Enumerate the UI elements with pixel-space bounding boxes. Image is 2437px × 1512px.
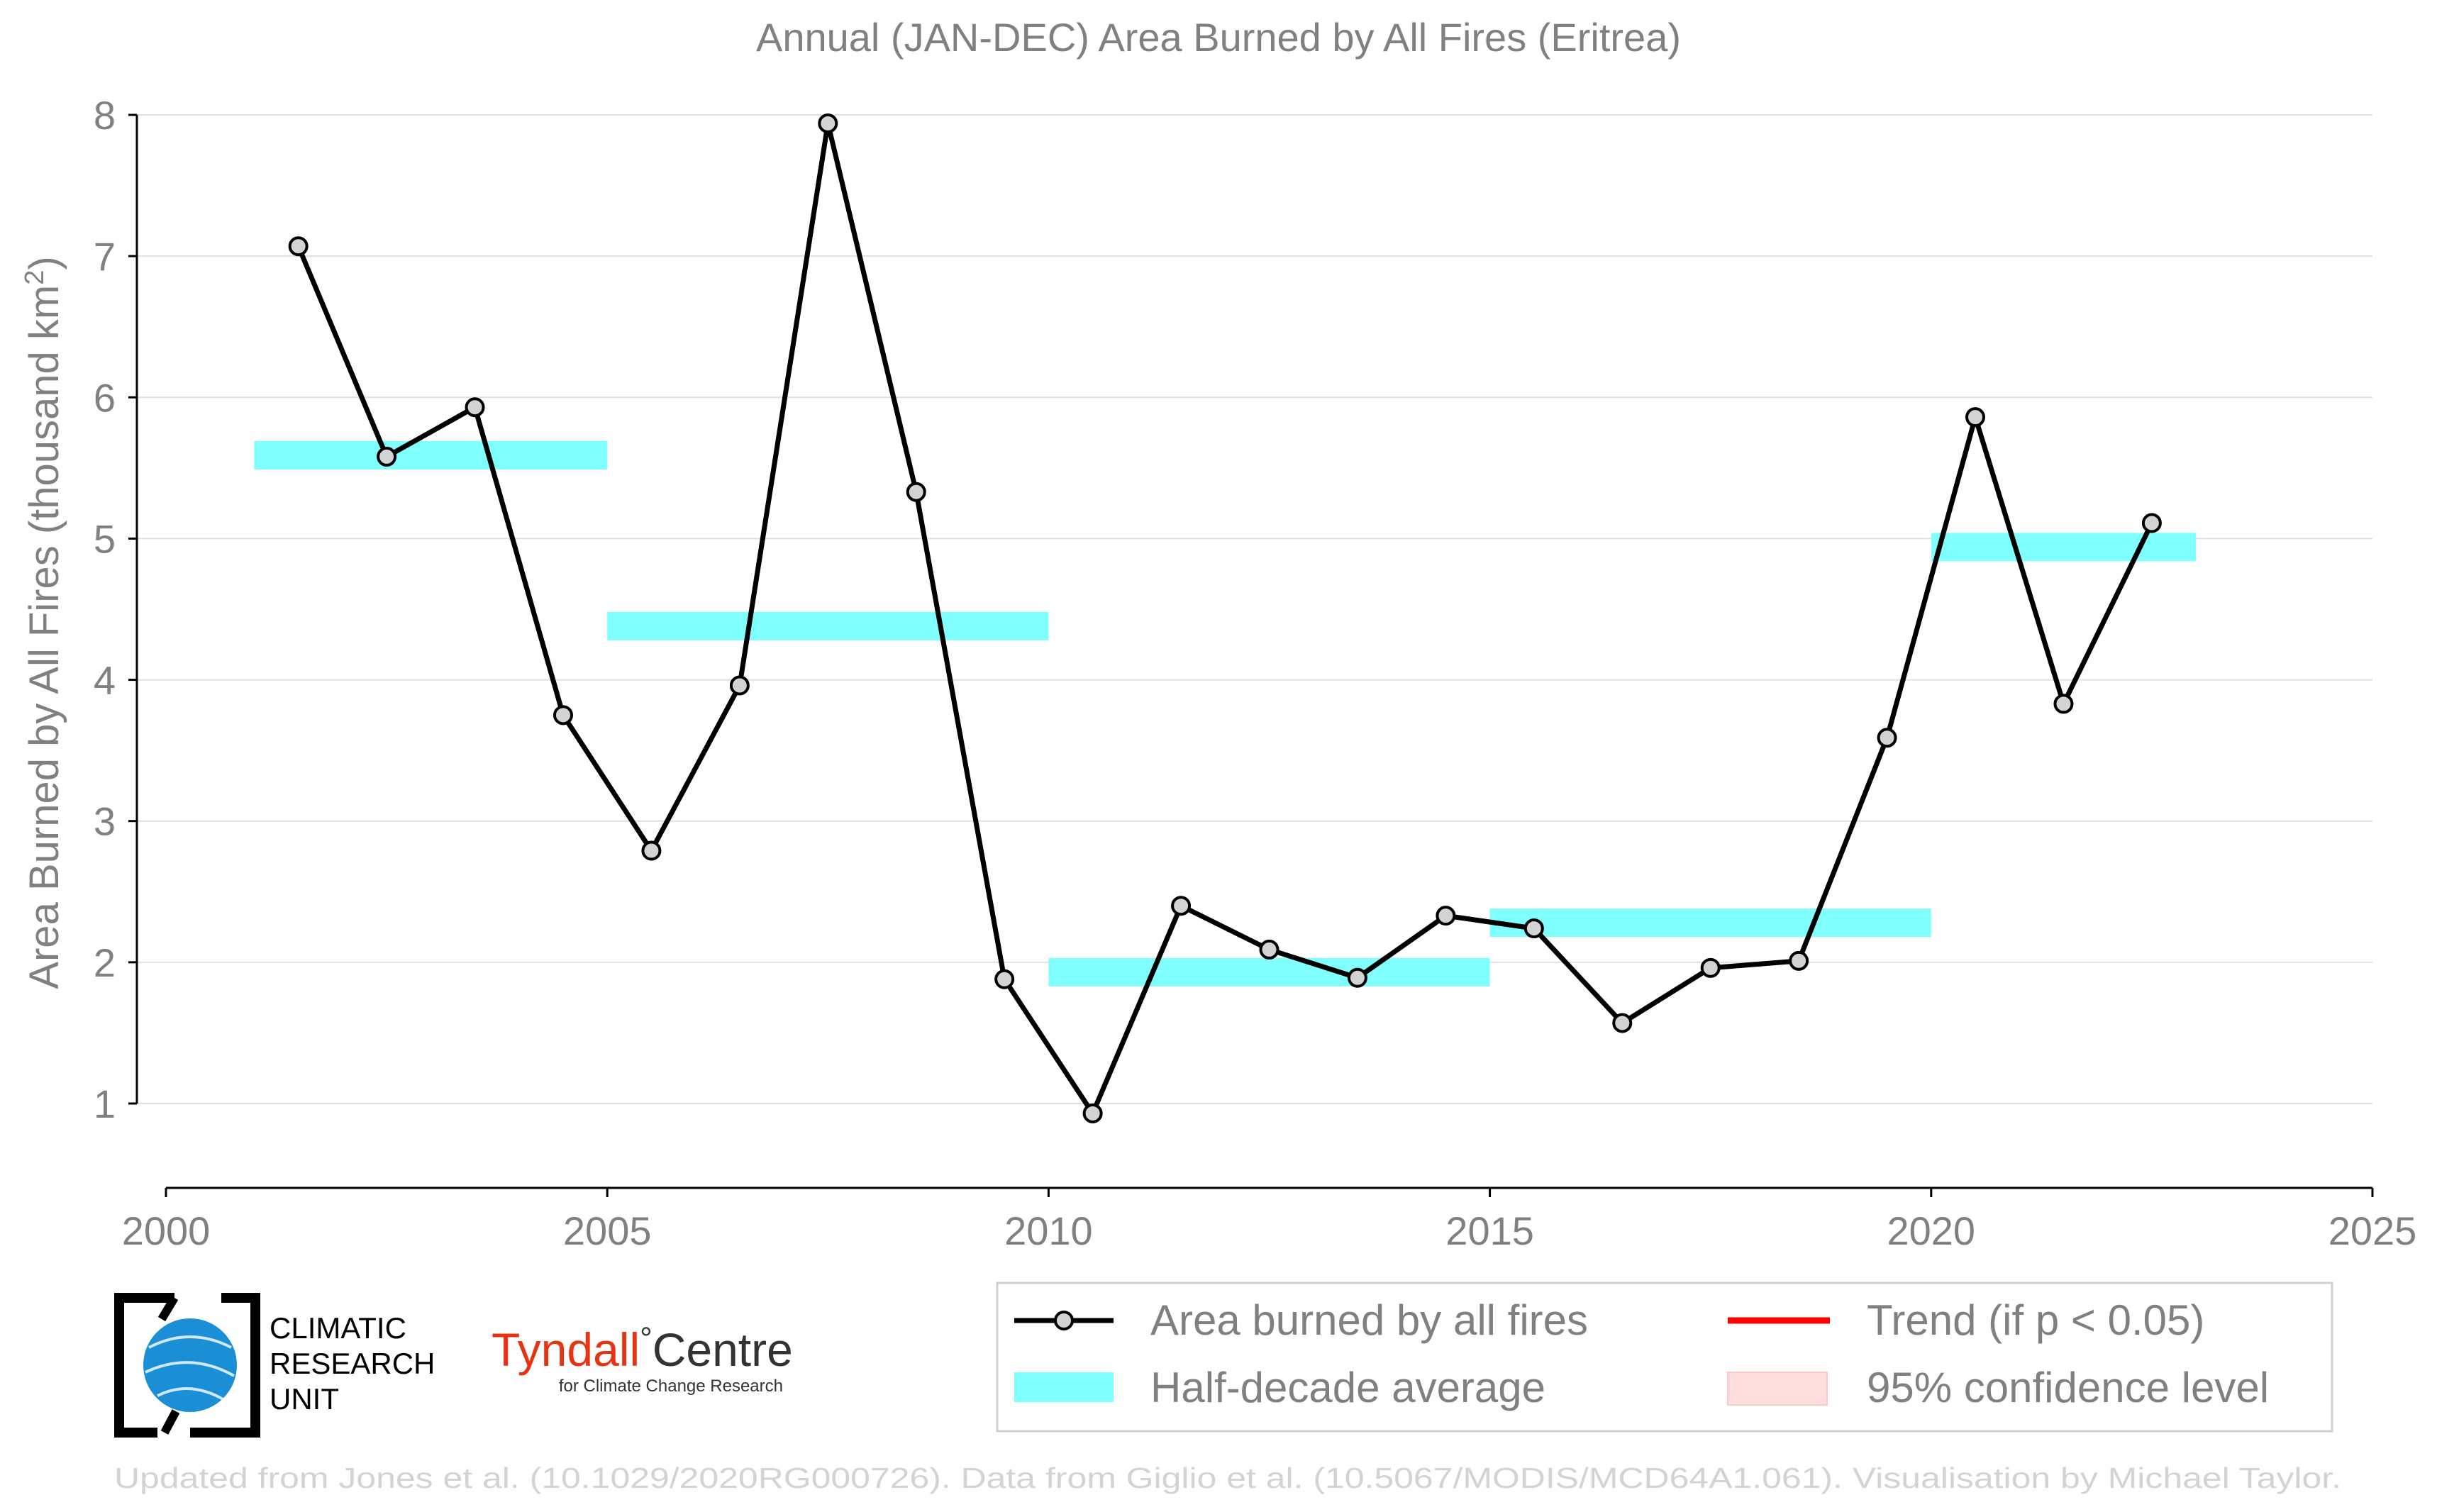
cru-logo: CLIMATIC RESEARCH UNIT — [114, 1293, 435, 1438]
cru-logo-text-2: RESEARCH — [270, 1347, 435, 1380]
data-point-2014-5 — [1436, 906, 1456, 926]
tyndall-logo-centre: Centre — [653, 1323, 793, 1376]
tyndall-logo: Tyndall°Centre for Climate Change Resear… — [492, 1321, 793, 1396]
legend-item-trend: Trend (if p < 0.05) — [1728, 1296, 2204, 1344]
y-axis-label: Area Burned by All Fires (thousand km2) — [20, 256, 67, 989]
tyndall-logo-subtitle: for Climate Change Research — [559, 1377, 783, 1396]
y-tick-label-7: 7 — [94, 234, 116, 279]
legend-marker-swatch — [1054, 1311, 1074, 1330]
y-tick-label-6: 6 — [94, 375, 116, 420]
y-axis-ticks: 1 2 3 4 5 6 7 8 — [94, 93, 137, 1126]
data-point-2007-5 — [818, 113, 838, 133]
cru-logo-slash-bottom — [160, 1409, 180, 1435]
data-point-2002-5 — [377, 446, 397, 467]
data-point-2004-5 — [553, 705, 573, 726]
data-point-2019-5 — [1877, 728, 1897, 748]
cru-logo-text-1: CLIMATIC — [270, 1311, 406, 1345]
legend-box — [996, 1282, 2333, 1433]
legend-item-confidence: 95% confidence level — [1727, 1364, 2269, 1411]
legend: Area burned by all fires Trend (if p < 0… — [996, 1282, 2333, 1433]
tyndall-logo-name: Tyndall — [492, 1323, 640, 1376]
cru-logo-slash-top — [157, 1295, 179, 1322]
legend-label-half-decade: Half-decade average — [1150, 1364, 1545, 1411]
half-decade-bar-1 — [254, 440, 608, 469]
data-point-2012-5 — [1259, 939, 1279, 960]
x-tick-label-2000: 2000 — [122, 1208, 211, 1253]
half-decade-bar-4 — [1489, 908, 1931, 938]
y-tick-label-1: 1 — [94, 1082, 116, 1126]
series-line-area-burned — [296, 121, 2155, 1116]
data-point-2018-5 — [1789, 950, 1809, 971]
cru-logo-bracket-right — [190, 1293, 260, 1438]
data-point-2021-5 — [2053, 694, 2074, 714]
legend-label-confidence: 95% confidence level — [1867, 1364, 2269, 1411]
series-area-burned — [288, 113, 2162, 1123]
data-point-2009-5 — [994, 969, 1015, 989]
x-tick-label-2015: 2015 — [1445, 1208, 1534, 1253]
y-tick-label-8: 8 — [94, 93, 116, 138]
cru-logo-text-3: UNIT — [270, 1382, 339, 1416]
x-tick-label-2010: 2010 — [1004, 1208, 1093, 1253]
y-tick-label-3: 3 — [94, 799, 116, 844]
legend-label-area-burned: Area burned by all fires — [1150, 1296, 1588, 1344]
data-point-2006-5 — [729, 675, 750, 696]
data-point-2003-5 — [465, 397, 485, 418]
footer-credit: Updated from Jones et al. (10.1029/2020R… — [114, 1462, 2341, 1494]
half-decade-bar-2 — [607, 611, 1049, 640]
half-decade-bar-3 — [1048, 957, 1490, 986]
legend-label-trend: Trend (if p < 0.05) — [1867, 1296, 2204, 1344]
data-point-2016-5 — [1612, 1013, 1633, 1033]
x-axis-ticks: 2000 2005 2010 2015 2020 2025 — [122, 1188, 2417, 1253]
x-tick-label-2005: 2005 — [563, 1208, 652, 1253]
data-point-2010-5 — [1082, 1103, 1103, 1123]
data-point-2013-5 — [1347, 967, 1367, 988]
data-point-2008-5 — [906, 482, 926, 502]
chart-title: Annual (JAN-DEC) Area Burned by All Fire… — [756, 15, 1681, 60]
half-decade-average-bars — [254, 440, 2197, 986]
x-tick-label-2025: 2025 — [2328, 1208, 2417, 1253]
data-point-2001-5 — [288, 236, 309, 257]
cru-globe-icon — [143, 1318, 237, 1412]
data-point-2011-5 — [1171, 896, 1192, 916]
cru-logo-bracket-left — [114, 1293, 174, 1438]
half-decade-bar-5 — [1931, 533, 2197, 562]
tyndall-logo-title: Tyndall°Centre — [492, 1321, 793, 1377]
y-tick-label-5: 5 — [94, 516, 116, 561]
data-point-2015-5 — [1523, 918, 1544, 939]
gridlines — [137, 114, 2372, 1104]
data-point-2020-5 — [1965, 407, 1986, 428]
data-point-2005-5 — [641, 840, 662, 861]
legend-confidence-swatch — [1727, 1372, 1828, 1406]
legend-item-half-decade: Half-decade average — [1014, 1364, 1545, 1411]
data-point-2022-5 — [2141, 513, 2162, 533]
cru-globe-lines — [145, 1335, 235, 1402]
x-tick-label-2020: 2020 — [1887, 1208, 1976, 1253]
legend-item-area-burned: Area burned by all fires — [1014, 1296, 1588, 1344]
y-tick-label-4: 4 — [94, 658, 116, 703]
tyndall-logo-degree: ° — [640, 1321, 653, 1356]
y-axis-label-main: Area Burned by All Fires (thousand km — [21, 285, 67, 989]
y-axis-label-superscript: 2 — [20, 270, 50, 285]
legend-half-decade-swatch — [1014, 1372, 1114, 1402]
data-point-2017-5 — [1700, 957, 1721, 978]
y-tick-label-2: 2 — [94, 940, 116, 985]
y-axis-label-end: ) — [21, 256, 67, 269]
